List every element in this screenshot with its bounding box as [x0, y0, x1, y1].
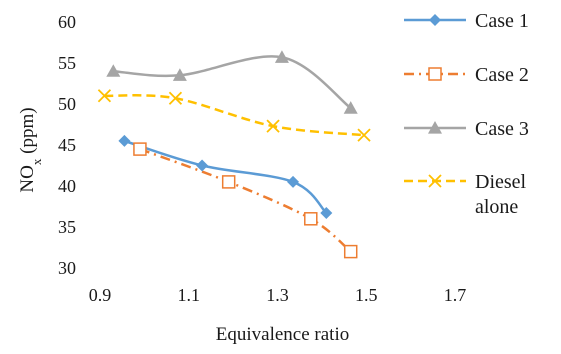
- y-tick-label: 45: [58, 135, 76, 155]
- legend-label-1: Case 1: [475, 10, 529, 32]
- legend-label-line: alone: [475, 196, 518, 218]
- data-point: [172, 68, 187, 81]
- legend-label-4: Diesel alone: [475, 171, 527, 218]
- x-tick-label: 0.9: [89, 285, 112, 305]
- data-point: [343, 244, 358, 259]
- legend-marker: [429, 14, 441, 26]
- data-point: [97, 89, 112, 103]
- series-line-1: [124, 139, 328, 214]
- data-point: [221, 175, 236, 189]
- y-tick-label: 35: [58, 217, 76, 237]
- data-point: [118, 134, 131, 147]
- data-point: [304, 212, 318, 226]
- y-axis-ticks: 30 35 40 45 50 55 60: [58, 12, 76, 278]
- data-point: [287, 175, 300, 188]
- legend-marker: [428, 174, 442, 188]
- y-tick-label: 55: [58, 53, 76, 73]
- x-tick-label: 1.5: [355, 285, 378, 305]
- data-point: [357, 128, 371, 142]
- y-axis-label: NOx (ppm): [17, 107, 44, 192]
- legend-marker: [428, 121, 442, 134]
- data-point: [266, 119, 280, 133]
- data-point: [196, 159, 209, 172]
- series-markers: [97, 50, 371, 259]
- data-point: [168, 91, 183, 105]
- legend-label-3: Case 3: [475, 118, 529, 140]
- y-tick-label: 60: [58, 12, 76, 32]
- y-tick-label: 30: [58, 258, 76, 278]
- series-line-4: [104, 94, 365, 137]
- x-tick-label: 1.3: [266, 285, 289, 305]
- x-axis-label: Equivalence ratio: [216, 324, 349, 345]
- data-point: [274, 50, 289, 63]
- x-tick-label: 1.7: [444, 285, 467, 305]
- legend-label-line: Diesel: [475, 171, 527, 193]
- series-line-2: [139, 147, 352, 253]
- data-point: [106, 64, 121, 77]
- legend-marker: [428, 67, 442, 81]
- series-lines: [104, 55, 365, 253]
- data-point: [133, 142, 147, 156]
- y-tick-label: 50: [58, 94, 76, 114]
- data-point: [320, 207, 333, 220]
- legend-label-2: Case 2: [475, 64, 529, 86]
- y-label-unit: (ppm): [17, 107, 38, 158]
- data-point: [343, 101, 358, 114]
- y-axis-label-text: NOx (ppm): [17, 107, 44, 192]
- x-axis-ticks: 0.9 1.1 1.3 1.5 1.7: [89, 285, 467, 305]
- legend: Case 1 Case 2 Case 3 Diesel alone: [404, 10, 529, 218]
- x-tick-label: 1.1: [178, 285, 201, 305]
- series-line-3: [113, 55, 352, 110]
- y-label-subscript: x: [29, 158, 44, 165]
- y-label-main: NO: [17, 165, 38, 192]
- y-tick-label: 40: [58, 176, 76, 196]
